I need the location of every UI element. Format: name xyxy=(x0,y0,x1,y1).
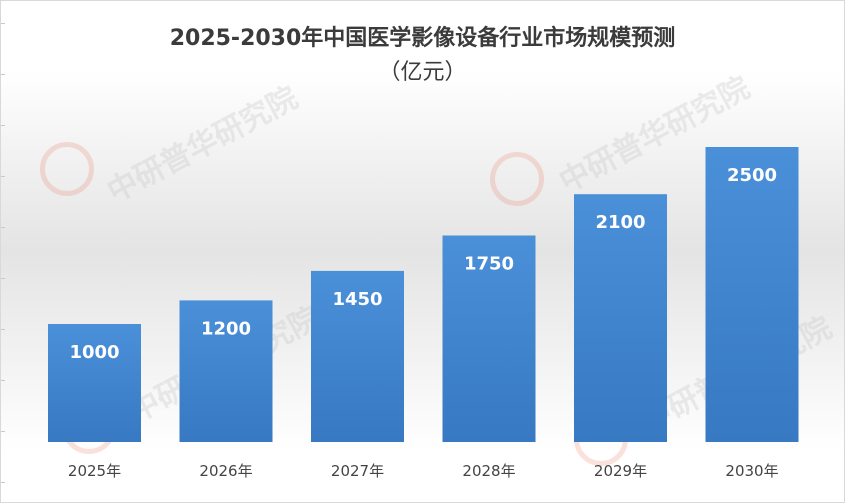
data-label: 1200 xyxy=(201,318,251,339)
x-tick-label: 2030年 xyxy=(725,462,778,480)
data-label: 1750 xyxy=(464,254,514,275)
x-tick-label: 2027年 xyxy=(331,462,384,480)
bar-2028年 xyxy=(442,235,536,442)
bar-2030年 xyxy=(705,147,799,442)
data-label: 1000 xyxy=(69,342,119,363)
data-label: 2100 xyxy=(595,212,645,233)
bar-2029年 xyxy=(574,194,667,442)
left-border-ticks xyxy=(1,1,5,502)
x-tick-label: 2029年 xyxy=(594,462,647,480)
data-label: 1450 xyxy=(332,289,382,310)
chart-title: 2025-2030年中国医学影像设备行业市场规模预测 xyxy=(169,26,676,51)
chart-subtitle: （亿元） xyxy=(378,60,467,85)
x-tick-label: 2028年 xyxy=(462,462,515,480)
x-tick-label: 2025年 xyxy=(68,462,121,480)
bar-2027年 xyxy=(311,270,404,442)
data-label: 2500 xyxy=(727,165,777,186)
bar-2025年 xyxy=(48,324,141,442)
bar-2026年 xyxy=(179,300,273,442)
x-tick-label: 2026年 xyxy=(199,462,252,480)
